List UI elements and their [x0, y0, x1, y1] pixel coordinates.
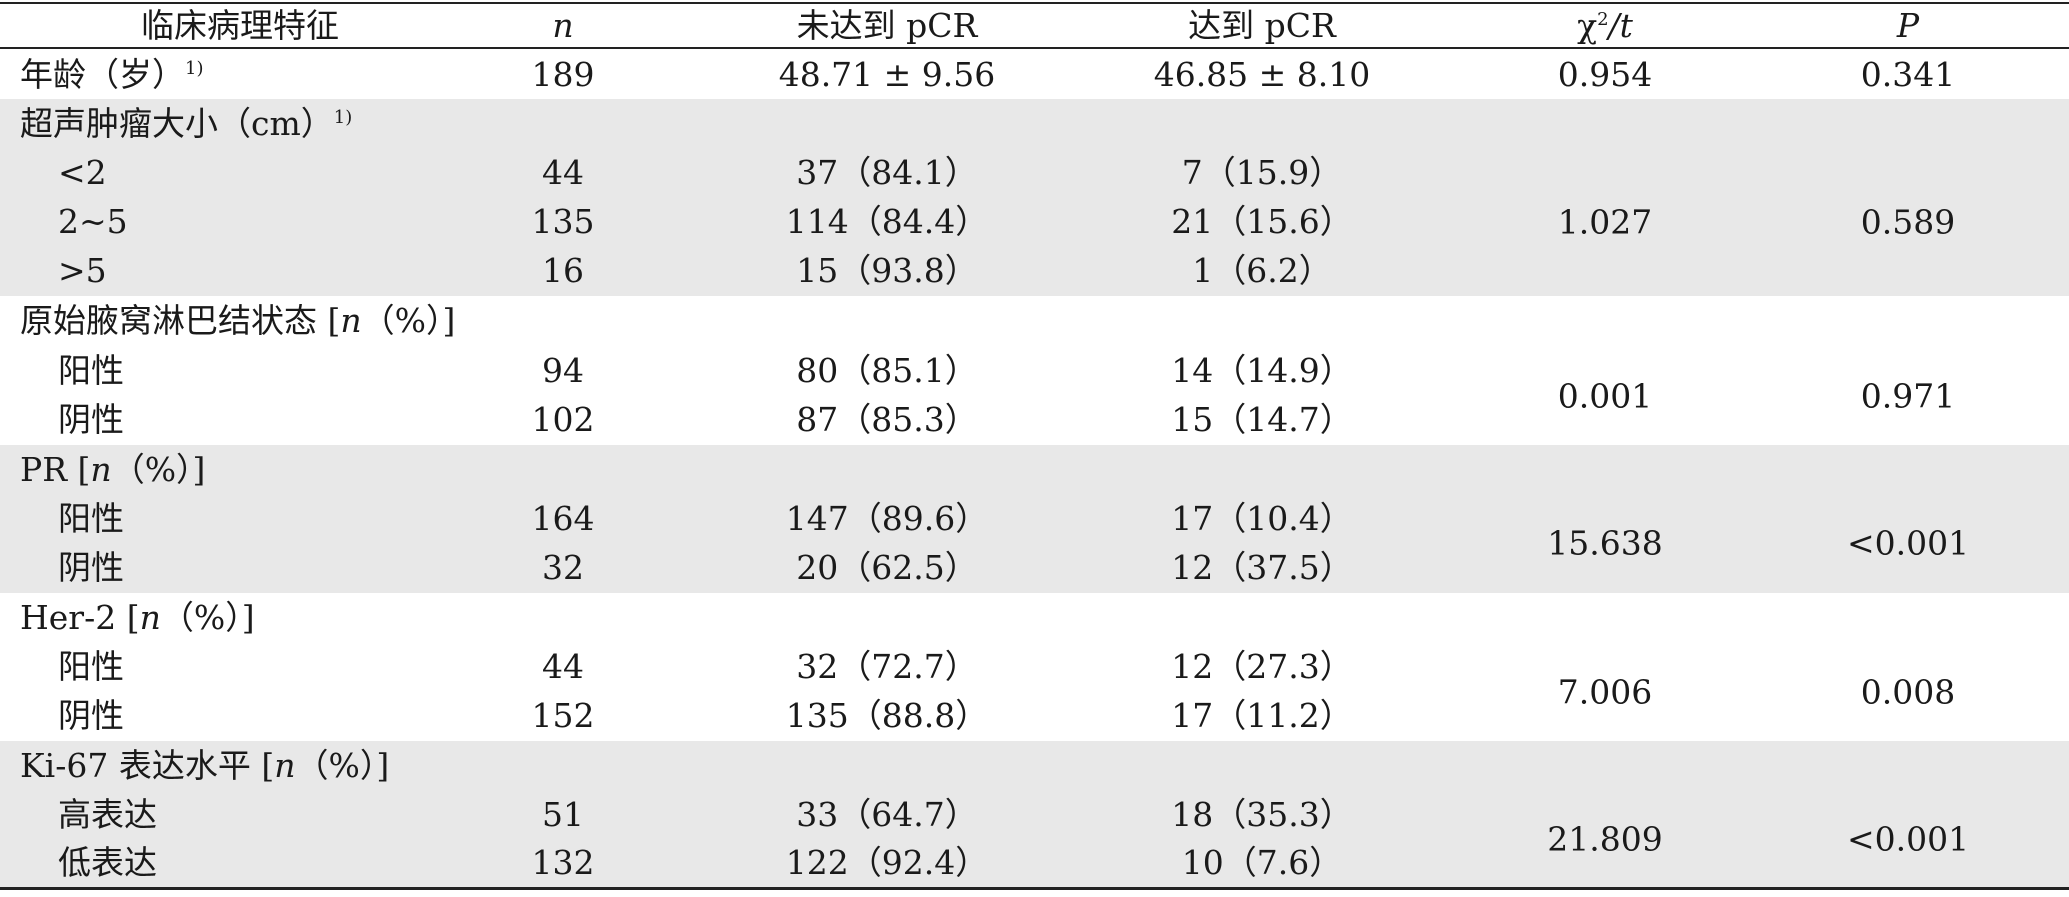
tumor-label-text: 超声肿瘤大小（cm）: [20, 104, 334, 143]
tumor-label-sup: 1): [333, 107, 353, 128]
row-her2-stat: 7.006: [1557, 672, 1653, 712]
axilla-label-pre: 原始腋窝淋巴结状态 [: [20, 301, 341, 340]
row-her2-sub-pcr: 17（11.2）: [1171, 696, 1353, 735]
row-pr-stat: 15.638: [1547, 523, 1663, 563]
row-axilla-sub-pcr: 14（14.9）: [1171, 351, 1353, 390]
row-pr-sub-label: 阳性: [58, 499, 124, 538]
row-pr-sub-n: 32: [542, 548, 584, 587]
row-pr-sub-not-pcr: 20（62.5）: [796, 548, 978, 587]
row-tumor-p: 0.589: [1860, 202, 1956, 242]
ki67-label-n: n: [274, 746, 296, 785]
row-axilla-sub-n: 94: [542, 351, 584, 390]
axilla-label-post: （%）]: [361, 301, 456, 340]
row-axilla-sub-not-pcr: 87（85.3）: [796, 400, 978, 439]
row-tumor-sub-pcr: 21（15.6）: [1171, 202, 1353, 241]
row-her2-label: Her-2 [n（%）]: [20, 593, 255, 642]
table-top-rule: [0, 2, 2069, 4]
header-t: /t: [1608, 6, 1633, 45]
row-ki67-sub-label: 高表达: [58, 795, 157, 834]
row-tumor-sub-n: 44: [542, 153, 584, 192]
row-age-label: 年龄（岁）1): [20, 50, 203, 99]
row-ki67-sub-not-pcr: 122（92.4）: [785, 843, 989, 882]
header-not-pcr: 未达到 pCR: [796, 6, 978, 45]
pr-label-pre: PR [: [20, 450, 91, 489]
row-ki67-sub-label: 低表达: [58, 843, 157, 882]
pr-label-post: （%）]: [111, 450, 206, 489]
row-her2-sub-label: 阴性: [58, 696, 124, 735]
row-tumor-sub-label: 2~5: [58, 202, 128, 241]
row-tumor-label: 超声肿瘤大小（cm）1): [20, 99, 352, 148]
ki67-label-post: （%）]: [295, 746, 390, 785]
row-age-p: 0.341: [1860, 55, 1956, 94]
pr-label-n: n: [90, 450, 112, 489]
row-ki67-p: <0.001: [1846, 819, 1970, 859]
row-her2-p: 0.008: [1860, 672, 1956, 712]
table-bottom-rule: [0, 887, 2069, 890]
row-her2-sub-n: 152: [531, 696, 595, 735]
row-tumor-sub-not-pcr: 37（84.1）: [796, 153, 978, 192]
row-tumor-sub-label: >5: [58, 251, 107, 290]
her2-label-pre: Her-2 [: [20, 598, 140, 637]
row-her2-sub-not-pcr: 135（88.8）: [785, 696, 989, 735]
header-pcr: 达到 pCR: [1188, 6, 1336, 45]
her2-label-n: n: [139, 598, 161, 637]
header-feature: 临床病理特征: [141, 6, 339, 45]
row-age-pcr: 46.85 ± 8.10: [1153, 55, 1371, 94]
row-pr-p: <0.001: [1846, 523, 1970, 563]
row-tumor-sub-label: <2: [58, 153, 107, 192]
band-ki67: [0, 741, 2069, 887]
row-ki67-sub-n: 51: [542, 795, 584, 834]
header-p: P: [1896, 6, 1920, 45]
row-her2-sub-not-pcr: 32（72.7）: [796, 647, 978, 686]
header-chi-symbol: χ: [1577, 6, 1598, 45]
row-pr-sub-pcr: 12（37.5）: [1171, 548, 1353, 587]
row-axilla-sub-not-pcr: 80（85.1）: [796, 351, 978, 390]
row-age-stat: 0.954: [1557, 55, 1653, 94]
row-pr-sub-pcr: 17（10.4）: [1171, 499, 1353, 538]
band-tumor-size: [0, 99, 2069, 296]
row-tumor-sub-pcr: 7（15.9）: [1181, 153, 1343, 192]
row-axilla-sub-pcr: 15（14.7）: [1171, 400, 1353, 439]
band-pr: [0, 445, 2069, 593]
row-tumor-stat: 1.027: [1557, 202, 1653, 242]
row-tumor-sub-pcr: 1（6.2）: [1192, 251, 1332, 290]
row-axilla-sub-label: 阴性: [58, 400, 124, 439]
her2-label-post: （%）]: [160, 598, 255, 637]
row-her2-sub-label: 阳性: [58, 647, 124, 686]
age-label-sup: 1): [185, 58, 204, 79]
row-pr-sub-n: 164: [531, 499, 595, 538]
row-ki67-stat: 21.809: [1547, 819, 1663, 859]
header-chi-t: χ2/t: [1577, 4, 1633, 47]
row-axilla-label: 原始腋窝淋巴结状态 [n（%）]: [20, 296, 455, 345]
row-tumor-sub-n: 135: [531, 202, 595, 241]
header-chi-sup: 2: [1597, 9, 1609, 30]
row-tumor-sub-not-pcr: 114（84.4）: [785, 202, 989, 241]
row-axilla-sub-label: 阳性: [58, 351, 124, 390]
row-axilla-p: 0.971: [1860, 376, 1956, 416]
row-ki67-sub-n: 132: [531, 843, 595, 882]
row-her2-sub-n: 44: [542, 647, 584, 686]
row-ki67-sub-not-pcr: 33（64.7）: [796, 795, 978, 834]
ki67-label-pre: Ki-67 表达水平 [: [20, 746, 275, 785]
table-header-rule: [0, 47, 2069, 49]
header-n: n: [552, 6, 574, 45]
row-age-not-pcr: 48.71 ± 9.56: [778, 55, 996, 94]
row-age-n: 189: [531, 55, 595, 94]
row-axilla-sub-n: 102: [531, 400, 595, 439]
row-ki67-label: Ki-67 表达水平 [n（%）]: [20, 741, 389, 790]
row-tumor-sub-not-pcr: 15（93.8）: [796, 251, 978, 290]
row-pr-sub-label: 阴性: [58, 548, 124, 587]
row-axilla-stat: 0.001: [1557, 376, 1653, 416]
row-pr-label: PR [n（%）]: [20, 445, 205, 494]
age-label-text: 年龄（岁）: [20, 55, 185, 94]
row-pr-sub-not-pcr: 147（89.6）: [785, 499, 989, 538]
row-ki67-sub-pcr: 10（7.6）: [1181, 843, 1343, 882]
row-ki67-sub-pcr: 18（35.3）: [1171, 795, 1353, 834]
row-her2-sub-pcr: 12（27.3）: [1171, 647, 1353, 686]
row-tumor-sub-n: 16: [542, 251, 584, 290]
axilla-label-n: n: [340, 301, 362, 340]
